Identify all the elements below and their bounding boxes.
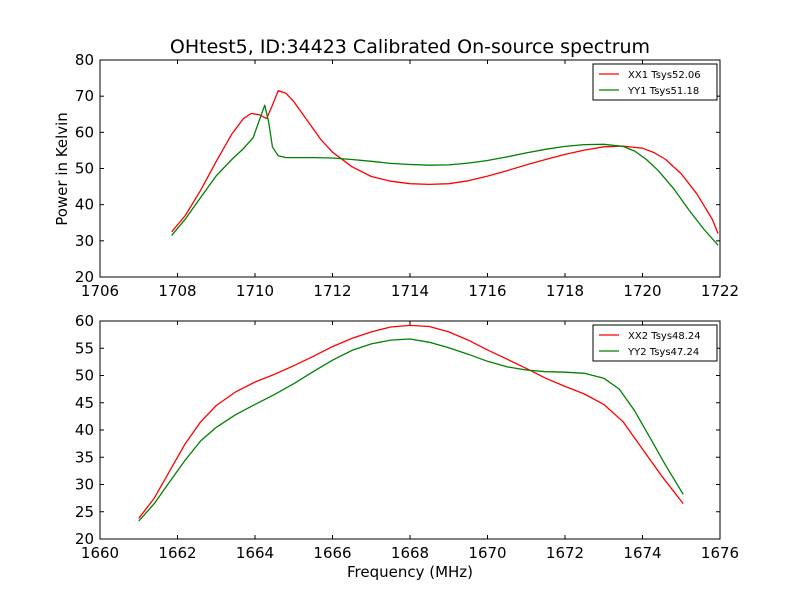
x-tick-label: 1708 [158,282,196,300]
legend: XX2 Tsys48.24 YY2 Tsys47.24 [592,324,718,362]
x-tick-label: 1664 [236,544,274,562]
x-tick-label: 1666 [313,544,351,562]
series-line-yy-panel-2 [138,338,684,522]
series-line-xx-panel-2 [138,324,684,519]
legend-entry-label: YY1 Tsys51.18 [627,86,699,97]
y-tick-label: 55 [75,339,94,357]
x-tick-label: 1710 [236,282,274,300]
legend-entry-label: XX1 Tsys52.06 [628,70,701,81]
y-tick-label: 40 [75,196,94,214]
y-tick-label: 20 [75,268,94,286]
legend-entry-label: YY2 Tsys47.24 [627,347,699,358]
y-tick-label: 20 [75,530,94,548]
y-tick-label: 25 [75,503,94,521]
y-tick-label: 30 [75,232,94,250]
y-tick-label: 45 [75,394,94,412]
legend-box [592,324,718,362]
x-tick-label: 1670 [468,544,506,562]
x-tick-label: 1722 [701,282,739,300]
y-tick-label: 35 [75,448,94,466]
x-tick-label: 1672 [546,544,584,562]
legend-entry-label: XX2 Tsys48.24 [628,331,701,342]
x-tick-label: 1716 [468,282,506,300]
x-tick-label: 1668 [391,544,429,562]
x-tick-label: 1660 [81,544,119,562]
y-tick-label: 50 [75,160,94,178]
figure-title: OHtest5, ID:34423 Calibrated On-source s… [170,36,650,58]
x-tick-label: 1676 [701,544,739,562]
y-tick-label: 40 [75,421,94,439]
y-axis-label: Power in Kelvin [53,112,71,226]
y-tick-label: 80 [75,51,94,69]
legend-box [592,63,718,101]
x-tick-label: 1714 [391,282,429,300]
x-tick-label: 1718 [546,282,584,300]
x-tick-label: 1706 [81,282,119,300]
x-tick-label: 1662 [158,544,196,562]
series-line-xx-panel-1 [171,90,719,234]
top-panel: 1706 1708 1710 1712 1714 1716 1718 1720 1722 20 30… [75,51,739,300]
y-tick-label: 60 [75,123,94,141]
bottom-panel: 1660 1662 1664 1666 1668 1670 1672 1674 1676 20 25… [75,312,739,562]
x-tick-label: 1674 [623,544,661,562]
x-axis-label: Frequency (MHz) [347,563,473,581]
y-tick-label: 60 [75,312,94,330]
series-line-yy-panel-1 [171,104,719,246]
y-tick-label: 30 [75,476,94,494]
y-tick-label: 50 [75,367,94,385]
y-tick-label: 70 [75,87,94,105]
x-tick-label: 1720 [623,282,661,300]
x-tick-label: 1712 [313,282,351,300]
legend: XX1 Tsys52.06 YY1 Tsys51.18 [592,63,718,101]
